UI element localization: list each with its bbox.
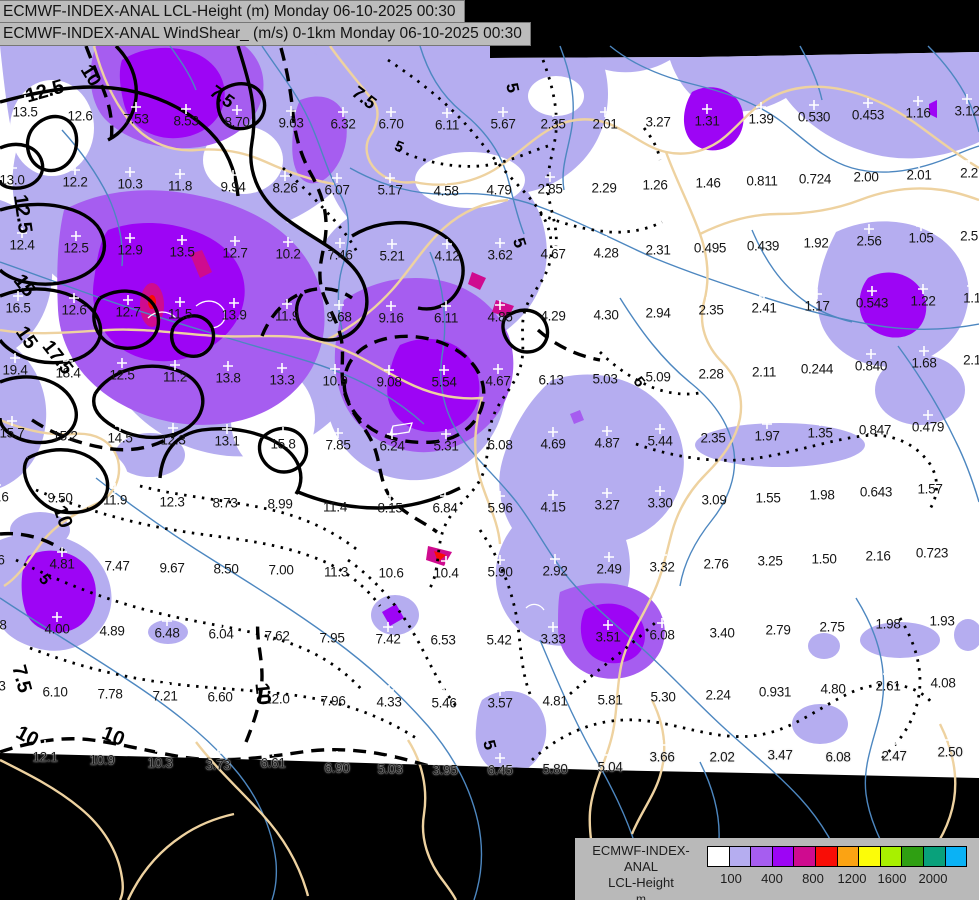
legend-swatch [879, 846, 903, 867]
legend-tick-label: 1600 [877, 871, 907, 886]
river-lines [0, 45, 979, 900]
title-bar-windshear: ECMWF-INDEX-ANAL WindShear_ (m/s) 0-1km … [0, 22, 531, 46]
windshear-contours [0, 46, 938, 778]
legend-color-scale [707, 846, 968, 867]
legend-swatch [793, 846, 816, 867]
legend-tick-label: 800 [802, 871, 824, 886]
legend-tick-label: 1200 [837, 871, 867, 886]
legend: ECMWF-INDEX-ANAL LCL-Height m 100 400 800 1… [575, 838, 979, 900]
contours-dashed [0, 46, 601, 778]
legend-swatch [836, 846, 860, 867]
contours-solid [0, 46, 550, 515]
legend-tick-label: 2000 [918, 871, 948, 886]
title-bar-lcl-height: ECMWF-INDEX-ANAL LCL-Height (m) Monday 0… [0, 0, 465, 24]
lcl-shading-layer [0, 46, 979, 774]
legend-swatch [707, 846, 730, 867]
legend-unit-label: m [636, 892, 646, 900]
legend-swatch [944, 846, 968, 867]
legend-title: ECMWF-INDEX-ANAL LCL-Height m [577, 843, 705, 900]
legend-tick-label: 400 [761, 871, 783, 886]
legend-swatch [771, 846, 795, 867]
contours-dotted [15, 58, 938, 762]
legend-title-line2: LCL-Height [608, 875, 674, 890]
inner-border-lines [147, 161, 789, 611]
legend-swatch [814, 846, 838, 867]
legend-swatch [858, 846, 881, 867]
grid-cross-marks [0, 94, 977, 763]
legend-swatch [750, 846, 773, 867]
legend-swatch [728, 846, 752, 867]
legend-title-line1: ECMWF-INDEX-ANAL [592, 843, 690, 874]
legend-tick-label: 100 [720, 871, 742, 886]
legend-swatch [922, 846, 946, 867]
legend-swatch [901, 846, 924, 867]
